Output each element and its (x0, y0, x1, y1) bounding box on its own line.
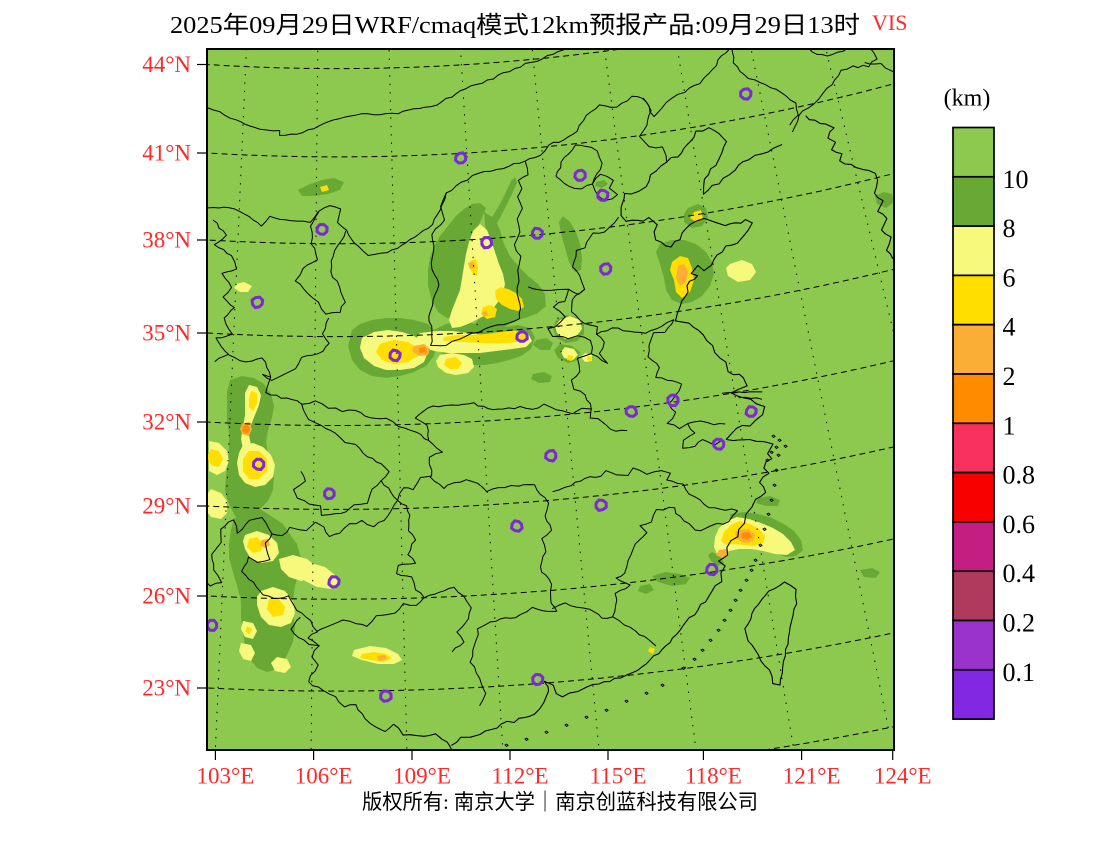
svg-text:1: 1 (1003, 411, 1016, 440)
svg-text:10: 10 (1003, 165, 1029, 194)
svg-text:23°N: 23°N (142, 676, 191, 701)
svg-text:115°E: 115°E (590, 764, 647, 789)
svg-text:106°E: 106°E (295, 764, 353, 789)
svg-text:2025年09月29日WRF/cmaq模式12km预报产品:: 2025年09月29日WRF/cmaq模式12km预报产品:09月29日13时 (170, 12, 860, 39)
svg-text:38°N: 38°N (142, 228, 191, 253)
svg-text:44°N: 44°N (142, 52, 191, 77)
svg-text:0.4: 0.4 (1003, 559, 1036, 588)
svg-text:8: 8 (1003, 214, 1016, 243)
svg-text:109°E: 109°E (393, 764, 451, 789)
svg-text:6: 6 (1003, 263, 1016, 292)
svg-text:29°N: 29°N (142, 494, 191, 519)
svg-text:103°E: 103°E (197, 764, 255, 789)
svg-text:版权所有: 南京大学｜南京创蓝科技有限公司: 版权所有: 南京大学｜南京创蓝科技有限公司 (362, 790, 758, 814)
svg-text:32°N: 32°N (142, 410, 191, 435)
svg-text:41°N: 41°N (142, 141, 191, 166)
svg-text:2: 2 (1003, 362, 1016, 391)
svg-text:0.1: 0.1 (1003, 658, 1036, 687)
svg-text:112°E: 112°E (492, 764, 549, 789)
svg-text:0.8: 0.8 (1003, 461, 1036, 490)
svg-text:118°E: 118°E (685, 764, 742, 789)
svg-text:26°N: 26°N (142, 584, 191, 609)
svg-text:VIS: VIS (872, 10, 907, 35)
svg-text:4: 4 (1003, 313, 1016, 342)
svg-text:(km): (km) (944, 86, 991, 112)
svg-text:35°N: 35°N (142, 321, 191, 346)
svg-text:124°E: 124°E (874, 764, 932, 789)
svg-text:121°E: 121°E (783, 764, 841, 789)
svg-text:0.2: 0.2 (1003, 609, 1036, 638)
svg-text:0.6: 0.6 (1003, 510, 1036, 539)
